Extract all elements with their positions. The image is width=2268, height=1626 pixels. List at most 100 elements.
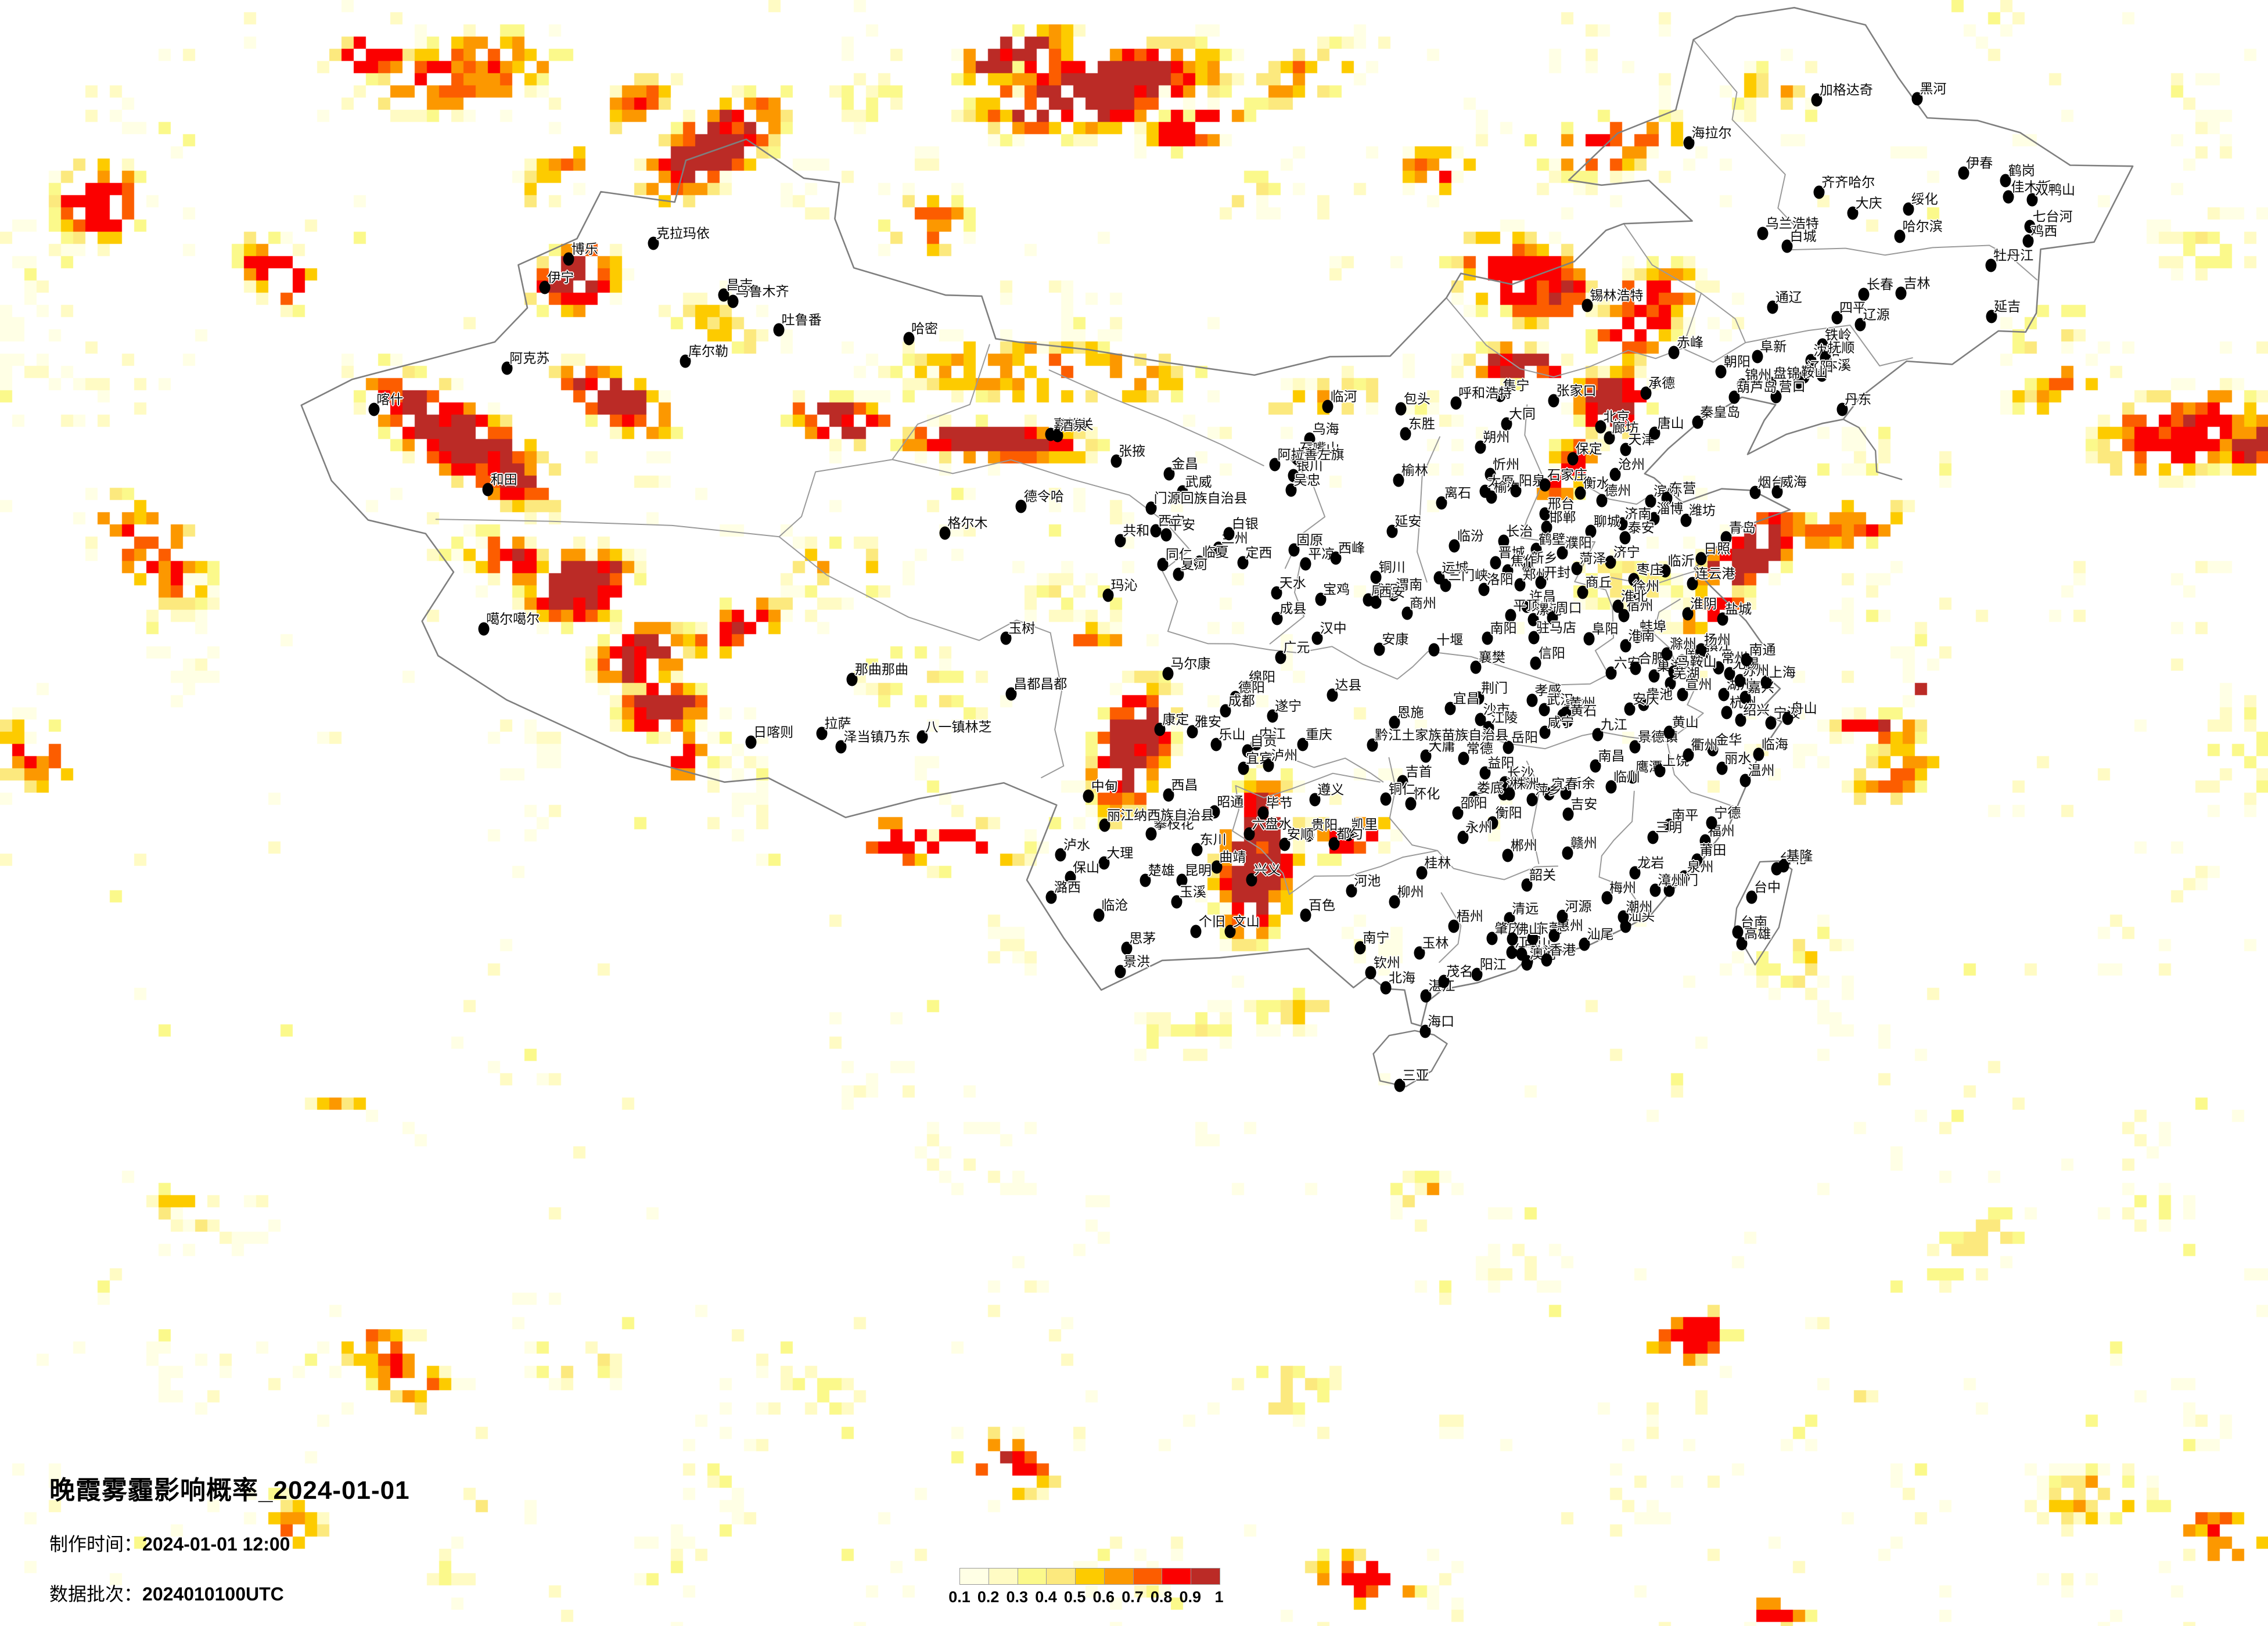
city-label: 贵阳 [1311,817,1338,832]
city-marker: 宝鸡 [1315,582,1350,606]
city-dot [1485,467,1496,481]
city-marker: 宜宾 [1238,751,1273,775]
city-marker: 汉中 [1311,621,1347,645]
legend-tick-label: 0.1 [948,1588,971,1606]
city-label: 永州 [1465,819,1493,835]
city-label: 临沂 [1667,553,1695,569]
city-label: 菏泽 [1579,551,1606,566]
city-label: 伊宁 [547,269,574,285]
city-label: 十堰 [1436,632,1464,647]
legend-tick-label: 0.2 [977,1588,1000,1606]
city-dot [1444,702,1456,715]
city-label: 那曲那曲 [854,661,908,677]
city-label: 宿州 [1626,598,1654,613]
city-label: 临河 [1330,388,1357,404]
city-label: 定西 [1245,545,1273,560]
city-label: 宜昌 [1453,690,1480,706]
city-label: 龙岩 [1637,855,1665,870]
city-label: 大庆 [1855,195,1882,211]
city-marker: 日喀则 [745,724,793,749]
city-label: 南阳 [1490,620,1517,636]
city-dot [1478,582,1490,596]
city-label: 上海 [1769,664,1796,680]
city-dot [1692,415,1703,429]
city-label: 漳州 [1658,872,1685,887]
city-dot [1187,725,1198,739]
city-dot [1715,365,1727,379]
city-marker: 南阳 [1482,621,1517,645]
city-dot [1285,483,1297,497]
city-marker: 大同 [1501,406,1536,431]
city-dot [1055,848,1066,862]
city-dot [727,294,739,308]
city-marker: 郑州 [1514,567,1549,592]
city-marker: 八一镇林芝 [916,719,991,744]
city-label: 金华 [1715,732,1742,747]
city-label: 嘉峪关 [1053,416,1094,432]
city-dot [1380,981,1392,995]
city-dot [1752,350,1763,364]
city-marker: 平安 [1160,517,1195,542]
city-marker: 定西 [1237,545,1272,570]
city-dot [1778,859,1789,873]
city-label: 文山 [1232,913,1260,929]
city-marker: 汕尾 [1579,927,1613,951]
city-marker: 酒泉 [1052,418,1087,443]
city-marker: 周口 [1547,600,1582,625]
city-marker: 四平 [1831,300,1866,325]
city-dot [1482,631,1493,645]
city-dot [1609,467,1621,481]
city-marker: 六安 [1605,656,1641,680]
city-label: 海拉尔 [1691,125,1732,141]
city-dot [1765,716,1777,730]
city-dot [478,622,490,636]
city-marker: 和田 [482,472,517,497]
city-marker: 衢州 [1683,737,1718,762]
city-marker: 长春 [1858,276,1893,301]
city-label: 中甸 [1091,778,1118,794]
probability-legend: 0.1 0.2 0.3 0.4 0.5 0.6 0.7 0.8 0.9 1 [948,1568,1227,1608]
city-dot [1734,674,1746,688]
city-dot [718,288,729,302]
city-dot [1582,298,1593,312]
city-dot [1365,966,1376,980]
city-dot [1604,431,1615,445]
city-marker: 安康 [1374,632,1408,656]
city-dot [1605,555,1616,569]
city-marker: 宿州 [1618,598,1653,623]
city-dot [1629,740,1641,754]
city-dot [2000,174,2011,188]
city-marker: 丹东 [1836,391,1871,416]
city-marker: 潍坊 [1680,503,1716,527]
city-marker: 都匀 [1328,826,1363,851]
city-label: 镇江 [1705,638,1732,653]
city-marker: 毕节 [1257,795,1293,820]
city-dot [1620,639,1631,653]
city-label: 岳阳 [1511,729,1538,745]
city-marker: 北京 [1595,409,1630,434]
city-marker: 芜湖 [1665,665,1699,690]
city-marker: 开封 [1535,565,1570,589]
city-dot [1668,665,1680,679]
city-label: 泉州 [1687,859,1714,875]
city-label: 固原 [1296,532,1324,548]
city-label: 博乐 [571,241,598,257]
city-marker: 潞西 [1045,880,1081,904]
city-label: 夏河 [1181,556,1208,572]
city-marker: 西宁 [1150,513,1185,538]
city-label: 安顺 [1287,826,1314,842]
city-dot [1243,827,1255,841]
city-marker: 许昌 [1521,589,1556,613]
city-dot [1668,346,1680,359]
city-marker: 梧州 [1448,909,1483,933]
city-label: 北海 [1388,970,1415,985]
city-marker: 抚顺 [1820,340,1854,365]
city-dot [1246,873,1257,887]
city-dot [563,252,574,266]
city-marker: 上海 [1760,664,1796,689]
city-dot [1093,908,1105,922]
city-marker: 香港 [1541,942,1576,967]
city-dot [1224,924,1236,938]
city-label: 吉林 [1903,275,1931,291]
city-marker: 泰安 [1619,520,1655,545]
